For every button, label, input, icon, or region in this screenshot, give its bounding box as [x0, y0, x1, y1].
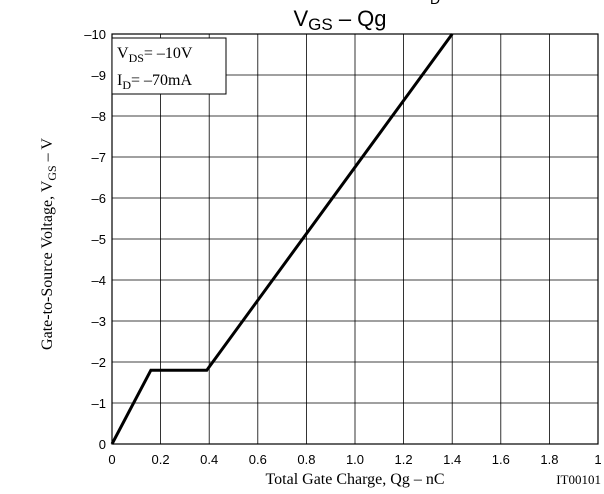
y-tick-label: –2 [92, 355, 106, 370]
annotation-id: ID= –70mA [117, 72, 192, 92]
y-tick-label: –4 [92, 273, 106, 288]
annotation-id-rest: = –70mA [131, 72, 192, 89]
y-tick-label: –6 [92, 191, 106, 206]
x-tick-label: 0.6 [249, 452, 267, 467]
y-axis-label-main: Gate-to-Source Voltage, V [39, 180, 56, 350]
annotation-vds-sub: DS [129, 51, 144, 65]
x-tick-label: 0.2 [152, 452, 170, 467]
annotation-vds: VDS= –10V [117, 45, 193, 65]
y-axis-label-rest: – V [39, 138, 56, 166]
x-tick-label: 0 [108, 452, 115, 467]
legend-box [111, 37, 227, 95]
y-tick-label: –3 [92, 314, 106, 329]
annotation-vds-rest: = –10V [144, 45, 193, 62]
figure-code: IT00101 [556, 472, 601, 487]
chart-title-clipped-overlay: D [430, 0, 440, 7]
annotation-id-main: I [117, 72, 122, 89]
series-layer [110, 33, 454, 445]
y-tick-label: –1 [92, 396, 106, 411]
chart-title: VGS – Qg [293, 6, 386, 34]
plot-frame [111, 33, 599, 445]
y-tick-label: –8 [92, 109, 106, 124]
y-tick-label: –9 [92, 68, 106, 83]
y-axis-label-sub: GS [45, 165, 59, 180]
series-line [110, 33, 454, 445]
y-tick-label: 0 [99, 437, 106, 452]
y-tick-labels: 0 –1 –2 –3 –4 –5 –6 –7 –8 –9 –10 [84, 27, 106, 452]
x-tick-label: 1.6 [492, 452, 510, 467]
y-tick-label: –10 [84, 27, 106, 42]
x-tick-label: 1.4 [443, 452, 461, 467]
x-axis-label: Total Gate Charge, Qg – nC [266, 471, 445, 488]
y-axis-label: Gate-to-Source Voltage, VGS – V [39, 138, 59, 350]
annotation-vds-main: V [117, 45, 129, 62]
x-tick-label: 1.2 [395, 452, 413, 467]
y-tick-label: –5 [92, 232, 106, 247]
x-tick-labels: 0 0.2 0.4 0.6 0.8 1.0 1.2 1.4 1.6 1.8 1 [108, 452, 601, 467]
chart-title-main: V [293, 6, 308, 31]
chart-title-sub: GS [308, 15, 333, 34]
x-tick-label: 1.0 [346, 452, 364, 467]
y-tick-label: –7 [92, 150, 106, 165]
annotation-id-sub: D [122, 78, 131, 92]
x-tick-label: 0.8 [297, 452, 315, 467]
x-tick-label: 1 [594, 452, 601, 467]
grid-layer [111, 33, 599, 445]
chart-title-rest: – Qg [333, 6, 387, 31]
x-tick-label: 0.4 [200, 452, 218, 467]
x-tick-label: 1.8 [540, 452, 558, 467]
